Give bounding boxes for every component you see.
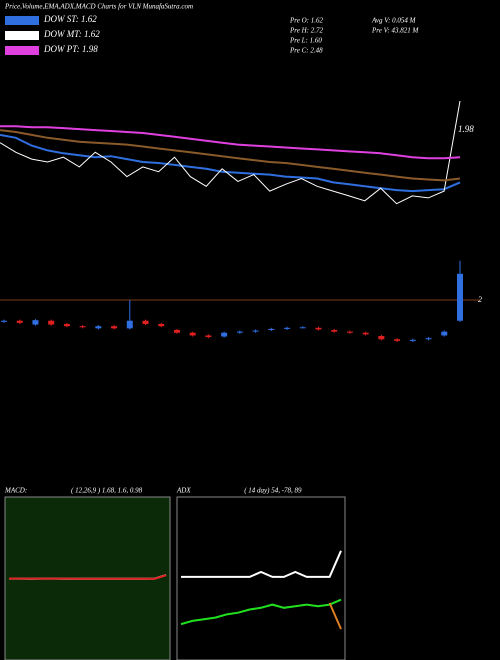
stat: Pre V: 43.821 M xyxy=(371,27,419,35)
series-line xyxy=(180,598,342,626)
candle-body xyxy=(142,320,149,324)
candle-body xyxy=(221,332,228,337)
candle-body xyxy=(79,326,86,328)
stat: Pre L: 1.60 xyxy=(289,37,322,45)
legend-swatch xyxy=(5,16,39,25)
candle-body xyxy=(394,339,401,341)
candle-body xyxy=(63,324,70,327)
panel-title: MACD: xyxy=(4,487,27,495)
annotation: 1.98 xyxy=(458,124,474,134)
series-line xyxy=(0,125,461,160)
stat: Avg V: 0.054 M xyxy=(371,17,417,25)
candle-body xyxy=(378,336,385,340)
candle-body xyxy=(425,338,432,340)
panel-subtitle: ( 14 day) 54, -78, 89 xyxy=(244,487,302,495)
candle-body xyxy=(315,327,322,330)
candle-body xyxy=(252,330,259,332)
candle-body xyxy=(362,332,369,335)
series-line xyxy=(328,602,342,630)
candle-body xyxy=(457,273,463,321)
y-tick-label: 2 xyxy=(478,295,482,304)
stat: Pre C: 2.48 xyxy=(289,47,323,55)
series-line xyxy=(0,133,461,193)
candle-body xyxy=(189,332,196,336)
series-line xyxy=(8,574,167,580)
candle-body xyxy=(16,320,23,323)
candle-body xyxy=(173,330,180,333)
legend-label: DOW MT: 1.62 xyxy=(43,29,100,39)
legend-label: DOW PT: 1.98 xyxy=(43,44,98,54)
legend-swatch xyxy=(5,31,39,40)
candle-body xyxy=(409,339,416,341)
page-title: Price,Volume,EMA,ADX,MACD Charts for VLN… xyxy=(4,3,193,11)
panel xyxy=(176,496,346,660)
stat: Pre O: 1.62 xyxy=(289,17,323,25)
candle-body xyxy=(1,320,7,322)
candle-body xyxy=(331,330,338,332)
panel-subtitle: ( 12,26,9 ) 1.68, 1.6, 0.98 xyxy=(71,487,143,495)
panel-title: ADX xyxy=(176,487,191,495)
candle-body xyxy=(441,331,448,336)
candle-body xyxy=(158,324,165,327)
legend-swatch xyxy=(5,46,39,55)
series-line xyxy=(0,100,461,205)
candle-body xyxy=(48,320,55,325)
candle-body xyxy=(111,326,118,329)
series-line xyxy=(0,129,461,182)
candle-body xyxy=(205,335,212,338)
candle-body xyxy=(268,328,275,330)
stat: Pre H: 2.72 xyxy=(289,27,323,35)
series-line xyxy=(181,550,342,578)
candle-body xyxy=(284,327,291,329)
legend-label: DOW ST: 1.62 xyxy=(43,14,97,24)
candle-body xyxy=(32,320,39,325)
candle-body xyxy=(236,331,243,333)
candle-body xyxy=(95,326,102,329)
candle-body xyxy=(126,320,133,329)
candle-body xyxy=(346,331,353,333)
candle-body xyxy=(299,327,306,329)
